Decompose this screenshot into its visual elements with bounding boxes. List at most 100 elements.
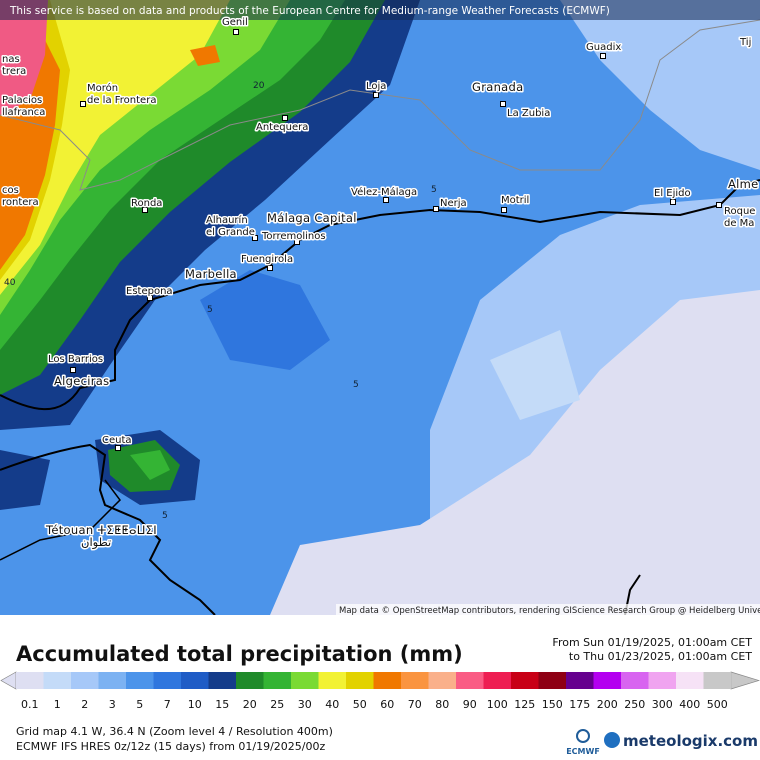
precip-zone xyxy=(0,0,48,115)
scale-step xyxy=(676,672,704,689)
place-label: Ceuta xyxy=(102,435,132,446)
scale-step xyxy=(208,672,237,689)
ecmwf-icon xyxy=(576,729,590,743)
place-label: Marbella xyxy=(185,267,237,281)
place-marker xyxy=(294,239,300,245)
place-marker xyxy=(501,207,507,213)
place-marker xyxy=(716,202,722,208)
place-label: de la Frontera xyxy=(87,95,156,106)
place-label: Vélez-Málaga xyxy=(351,186,417,198)
scale-label: 3 xyxy=(109,698,116,711)
scale-label: 0.1 xyxy=(21,698,39,711)
precip-zone xyxy=(200,270,330,370)
place-marker xyxy=(267,265,273,271)
place-label: el Grande xyxy=(206,227,255,238)
attribution: Map data © OpenStreetMap contributors, r… xyxy=(339,606,760,616)
scale-step xyxy=(291,672,319,689)
coastline xyxy=(0,443,216,616)
scale-step xyxy=(16,672,44,689)
place-label: Loja xyxy=(366,81,386,92)
scale-label: 2 xyxy=(81,698,88,711)
precip-zone xyxy=(560,0,760,170)
place-label: nas xyxy=(2,54,20,65)
scale-step xyxy=(538,672,567,689)
place-marker xyxy=(433,206,439,212)
precip-zone xyxy=(490,330,580,420)
place-marker xyxy=(70,367,76,373)
scale-step xyxy=(483,672,512,689)
scale-label: 250 xyxy=(624,698,645,711)
place-marker xyxy=(252,235,258,241)
scale-label: 175 xyxy=(569,698,590,711)
scale-step xyxy=(43,672,72,689)
precip-zone xyxy=(190,45,220,66)
scale-step xyxy=(263,672,292,689)
notice: This service is based on data and produc… xyxy=(9,5,610,17)
place-marker xyxy=(670,199,676,205)
place-label: La Zubia xyxy=(507,108,550,119)
place-label: rontera xyxy=(2,197,39,208)
scale-step xyxy=(346,672,374,689)
scale-step xyxy=(98,672,127,689)
period-from: From Sun 01/19/2025, 01:00am CET xyxy=(552,636,752,649)
model-info: ECMWF IFS HRES 0z/12z (15 days) from 01/… xyxy=(16,740,326,753)
place-label: Los Barrios xyxy=(48,354,103,365)
contour-label: 20 xyxy=(253,81,265,91)
place-label: Roque xyxy=(724,206,755,217)
brand-icon xyxy=(604,732,620,748)
scale-step xyxy=(153,672,182,689)
place-marker xyxy=(147,295,153,301)
scale-step xyxy=(236,672,264,689)
scale-label: 400 xyxy=(679,698,700,711)
place-label: llafranca xyxy=(2,107,45,118)
place-marker xyxy=(500,101,506,107)
place-marker xyxy=(142,207,148,213)
scale-step xyxy=(566,672,594,689)
place-label: Genil xyxy=(222,17,248,28)
place-label: Nerja xyxy=(440,198,467,209)
contour-label: 5 xyxy=(162,511,168,521)
place-label: Estepona xyxy=(126,286,173,297)
scale-label: 5 xyxy=(136,698,143,711)
place-label: de Ma xyxy=(724,218,754,229)
period-to: to Thu 01/23/2025, 01:00am CET xyxy=(569,650,752,663)
place-label: Tétouan ⵜⵉⵟⵟⴰⵡⵉⵏ xyxy=(45,523,157,537)
scale-label: 1 xyxy=(54,698,61,711)
scale-label: 60 xyxy=(380,698,394,711)
notice-bar xyxy=(0,0,760,20)
scale-label: 125 xyxy=(514,698,535,711)
scale-label: 20 xyxy=(243,698,257,711)
legend-title: Accumulated total precipitation (mm) xyxy=(16,642,463,666)
scale-step xyxy=(318,672,347,689)
scale-label: 10 xyxy=(188,698,202,711)
contour-label: 40 xyxy=(4,278,16,288)
scale-label: 70 xyxy=(408,698,422,711)
place-label: cos xyxy=(2,185,19,196)
precip-zone xyxy=(130,450,170,480)
scale-step xyxy=(401,672,429,689)
grid-info: Grid map 4.1 W, 36.4 N (Zoom level 4 / R… xyxy=(16,725,333,738)
scale-label: 150 xyxy=(542,698,563,711)
scale-label: 500 xyxy=(707,698,728,711)
place-label: Algeciras xyxy=(54,374,109,388)
border xyxy=(0,479,121,561)
contour-label: 5 xyxy=(353,380,359,390)
scale-label: 200 xyxy=(597,698,618,711)
scale-label: 300 xyxy=(652,698,673,711)
place-label: Málaga Capital xyxy=(267,211,357,225)
ecmwf-logo: ECMWF xyxy=(566,747,600,756)
place-label: Alhaurín xyxy=(206,214,248,226)
place-label: Alme xyxy=(728,177,759,191)
attribution-bg xyxy=(336,604,760,615)
place-marker xyxy=(80,101,86,107)
scale-step xyxy=(621,672,649,689)
place-label: تطوان xyxy=(81,535,111,550)
scale-label: 80 xyxy=(435,698,449,711)
map: This service is based on data and produc… xyxy=(0,0,760,616)
scale-step xyxy=(593,672,622,689)
place-label: trera xyxy=(2,66,26,77)
scale-step xyxy=(648,672,677,689)
place-marker xyxy=(383,197,389,203)
place-label: Tij xyxy=(739,37,751,48)
